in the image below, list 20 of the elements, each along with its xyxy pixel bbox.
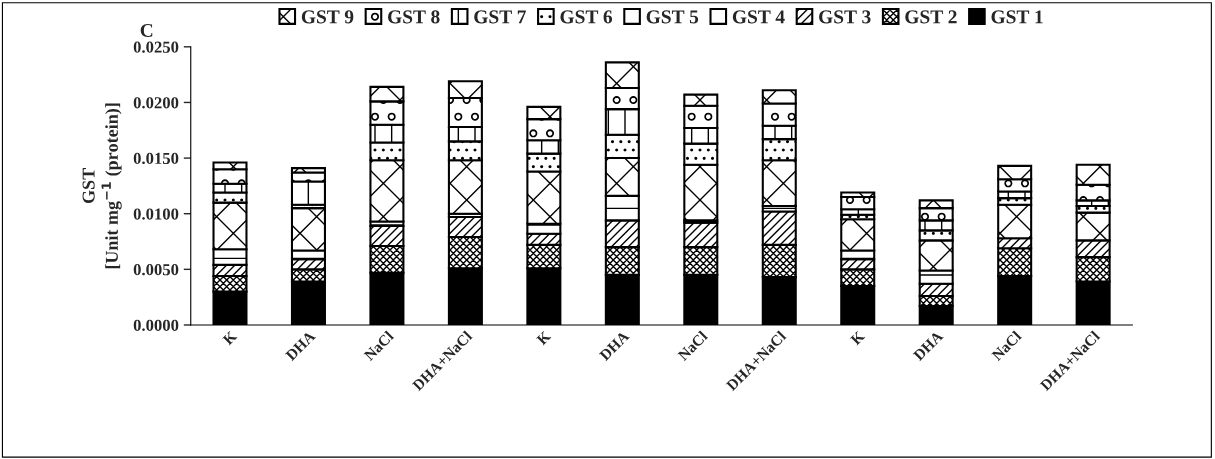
y-tick-label: 0.0250: [133, 41, 179, 53]
y-tick-label: 0.0150: [133, 152, 179, 165]
text: C: [140, 23, 153, 37]
legend-label: GST 3: [819, 10, 871, 24]
legend-label: GST 5: [646, 10, 699, 24]
x-tick-label: K: [849, 330, 866, 346]
legend-label: GST 7: [474, 10, 526, 24]
legend-label: GST 8: [388, 10, 440, 24]
legend-label: GST 2: [905, 10, 957, 24]
legend-label: GST 9: [301, 10, 354, 24]
y-tick-label: 0.0000: [133, 319, 179, 331]
y-tick-label: 0.0050: [133, 264, 179, 276]
y-axis-title: GST [Unit mg$^{−1}$ (protein)]: [82, 103, 122, 269]
y-tick-label: 0.0200: [133, 97, 179, 109]
x-tick-label: K: [222, 330, 238, 346]
legend-label: GST 4: [732, 10, 785, 24]
legend-label: GST 1: [991, 10, 1043, 24]
legend-label: GST 6: [560, 10, 613, 24]
y-tick-label: 0.0100: [133, 208, 179, 220]
x-tick-label: K: [536, 330, 552, 346]
